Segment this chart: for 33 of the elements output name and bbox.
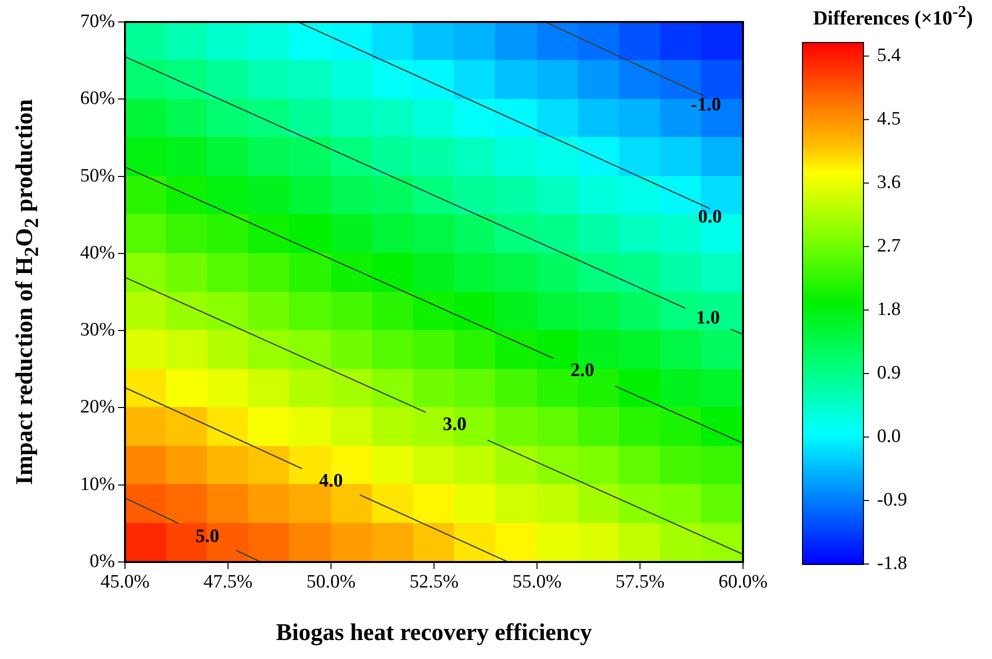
y-tick-label: 70%: [80, 10, 116, 32]
y-tick-label: 20%: [80, 396, 116, 418]
annotation: 2.0: [570, 360, 594, 382]
x-tick-label: 55.0%: [512, 571, 562, 592]
annotation: 0.0: [698, 206, 722, 228]
y-tick-label: 0%: [90, 550, 116, 572]
annotation: 4.0: [319, 470, 343, 492]
x-tick-label: 50.0%: [306, 571, 356, 592]
color-bar-label: -0.9: [877, 490, 908, 510]
color-bar-label: 1.8: [877, 299, 901, 320]
annotation: 3.0: [442, 414, 466, 436]
color-bar-label: 0.0: [877, 426, 901, 448]
annotation: -1.0: [690, 94, 721, 116]
y-tick-label: 40%: [80, 242, 116, 264]
x-tick-label: 60.0%: [718, 571, 768, 592]
color-bar-label: 2.7: [877, 236, 901, 257]
y-tick-label: 30%: [80, 320, 116, 341]
x-tick-label: 57.5%: [615, 571, 665, 592]
color-bar-label: 3.6: [877, 172, 901, 194]
annotation: 5.0: [196, 526, 220, 547]
x-tick-label: 52.5%: [409, 571, 459, 592]
color-bar-label: 0.9: [877, 362, 901, 384]
y-tick-label: 60%: [80, 88, 116, 110]
x-axis-title: Biogas heat recovery efficiency: [274, 620, 594, 647]
y-tick-label: 50%: [80, 165, 116, 186]
y-tick-label: 10%: [80, 474, 116, 495]
x-tick-label: 47.5%: [203, 571, 253, 592]
color-bar-label: -1.8: [877, 552, 908, 574]
color-bar-label: 4.5: [877, 108, 901, 130]
color-bar-title: Differences (×10$^{-2}$): [813, 2, 973, 31]
x-tick-label: 45.0%: [100, 571, 150, 592]
annotation: 1.0: [696, 308, 720, 329]
color-bar-label: 5.4: [877, 45, 902, 66]
